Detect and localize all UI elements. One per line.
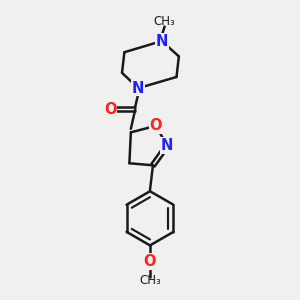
Text: N: N — [132, 81, 144, 96]
Text: N: N — [156, 34, 168, 49]
Text: N: N — [161, 138, 173, 153]
Text: CH₃: CH₃ — [139, 274, 161, 287]
Text: O: O — [144, 254, 156, 269]
Text: CH₃: CH₃ — [154, 15, 175, 28]
Text: O: O — [104, 102, 116, 117]
Text: O: O — [150, 118, 162, 134]
